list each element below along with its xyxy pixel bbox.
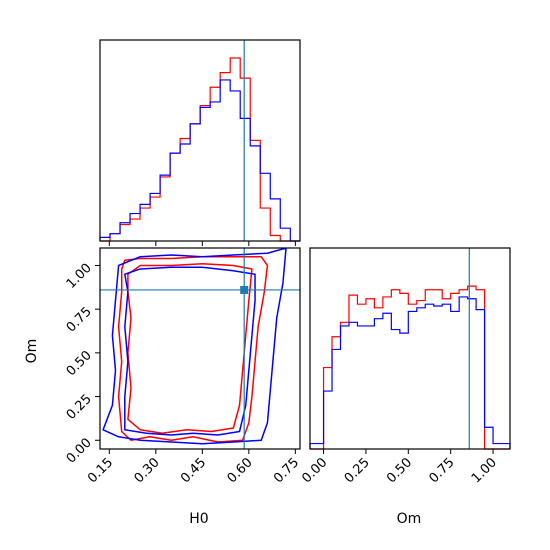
om-xtick-label-2: 0.50 bbox=[384, 455, 415, 486]
h0-marginal-frame bbox=[99, 39, 301, 242]
y-axis-label-om: Om bbox=[24, 339, 40, 364]
joint-ytick-label-4: 1.00 bbox=[64, 261, 95, 292]
om-xtick-label-4: 1.00 bbox=[469, 455, 500, 486]
joint-xtick-label-0: 0.15 bbox=[85, 455, 116, 486]
x-axis-label-om: Om bbox=[397, 511, 422, 527]
contour-1 bbox=[127, 262, 253, 435]
om-xtick-label-1: 0.25 bbox=[342, 455, 373, 486]
joint-frame bbox=[99, 247, 301, 450]
contour-2 bbox=[102, 248, 287, 445]
joint-xtick-label-4: 0.75 bbox=[271, 455, 302, 486]
om-xtick-label-0: 0.00 bbox=[299, 455, 330, 486]
om-marginal-frame bbox=[309, 247, 511, 450]
joint-ytick-label-0: 0.00 bbox=[64, 435, 95, 466]
h0-marginal-panel bbox=[99, 39, 301, 246]
om-marginal-panel: 0.00 0.25 0.50 0.75 1.00 bbox=[299, 247, 511, 486]
joint-truth-marker bbox=[240, 285, 249, 294]
om-xtick-label-3: 0.75 bbox=[426, 455, 457, 486]
contour-3 bbox=[124, 266, 256, 436]
x-axis-label-h0: H0 bbox=[189, 511, 208, 527]
joint-ytick-label-2: 0.50 bbox=[64, 348, 95, 379]
om-hist-series-0 bbox=[310, 285, 510, 450]
joint-xtick-label-3: 0.60 bbox=[225, 455, 256, 486]
joint-xtick-label-2: 0.45 bbox=[178, 455, 209, 486]
h0-om-joint-panel: 0.15 0.30 0.45 0.60 0.75 0.00 0.25 0.50 0.75 1.00 bbox=[64, 247, 302, 486]
joint-ytick-label-1: 0.25 bbox=[64, 392, 95, 423]
om-hist-series-1 bbox=[309, 296, 511, 449]
joint-xtick-label-1: 0.30 bbox=[132, 455, 163, 486]
h0-hist-series-1 bbox=[99, 79, 300, 242]
joint-ytick-label-3: 0.75 bbox=[64, 304, 95, 335]
contour-group bbox=[102, 248, 287, 445]
